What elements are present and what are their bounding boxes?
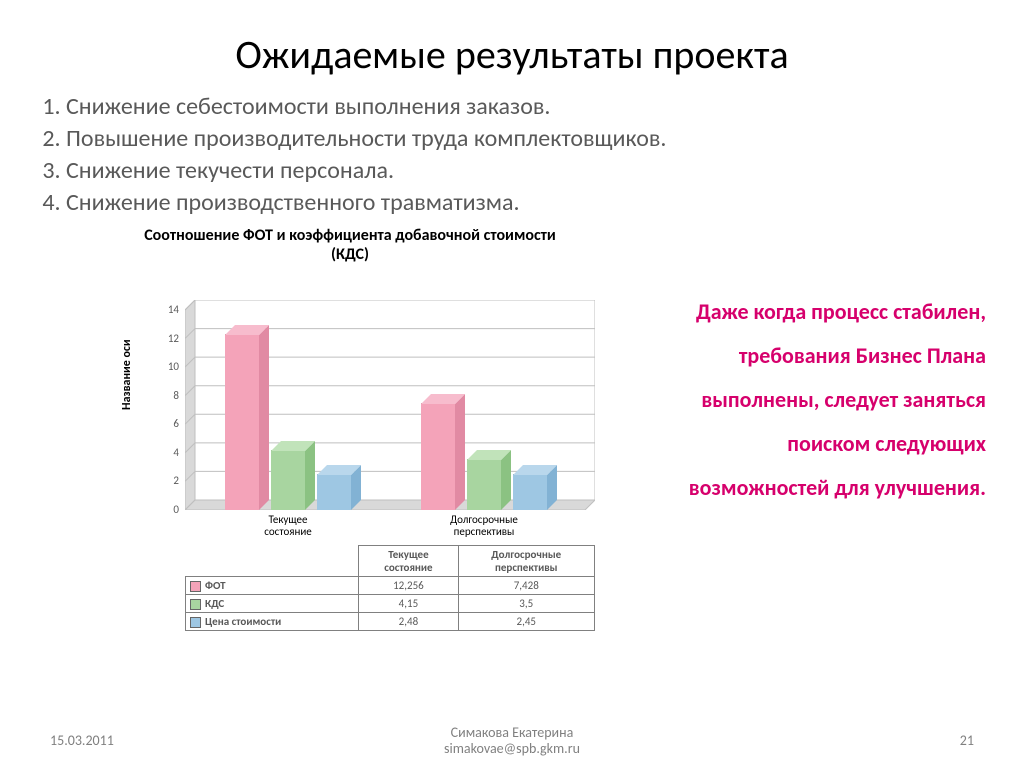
legend-swatch-icon xyxy=(190,581,201,592)
chart-bar xyxy=(513,475,547,510)
series-name-cell: Цена стоимости xyxy=(186,613,359,631)
table-cell: 2,48 xyxy=(359,613,458,631)
y-tick: 0 xyxy=(155,503,179,516)
series-name-cell: ФОТ xyxy=(186,577,359,595)
chart-bar xyxy=(225,335,259,510)
table-row: КДС4,153,5 xyxy=(186,595,595,613)
legend-swatch-icon xyxy=(190,599,201,610)
chart-bar xyxy=(421,404,455,510)
y-tick: 14 xyxy=(155,303,179,316)
footer-author: Симакова Екатеринаsimakovae@spb.gkm.ru xyxy=(0,725,1024,757)
table-row: ФОТ12,2567,428 xyxy=(186,577,595,595)
chart-data-table: Текущеесостояние Долгосрочныеперспективы… xyxy=(185,545,595,631)
x-category-label: Текущеесостояние xyxy=(215,514,361,538)
slide: Ожидаемые результаты проекта Снижение се… xyxy=(0,0,1024,767)
y-tick: 2 xyxy=(155,474,179,487)
chart-title: Соотношение ФОТ и коэффициента добавочно… xyxy=(140,226,560,264)
table-cell: 7,428 xyxy=(458,577,594,595)
results-list: Снижение себестоимости выполнения заказо… xyxy=(22,92,982,220)
chart-plot: 02468101214ТекущеесостояниеДолгосрочныеп… xyxy=(185,300,595,510)
chart-bar xyxy=(467,460,501,510)
table-col-header: Долгосрочныеперспективы xyxy=(458,546,594,577)
table-col-header: Текущеесостояние xyxy=(359,546,458,577)
footer-page-number: 21 xyxy=(960,732,974,749)
table-cell: 2,45 xyxy=(458,613,594,631)
table-cell: 4,15 xyxy=(359,595,458,613)
y-axis-label: Название оси xyxy=(120,339,134,410)
list-item: Снижение текучести персонала. xyxy=(66,156,982,186)
y-tick: 6 xyxy=(155,417,179,430)
list-item: Повышение производительности труда компл… xyxy=(66,124,982,154)
y-tick: 4 xyxy=(155,446,179,459)
chart: Название оси 02468101214Текущеесостояние… xyxy=(130,300,630,660)
table-cell: 3,5 xyxy=(458,595,594,613)
table-cell: 12,256 xyxy=(359,577,458,595)
y-tick: 10 xyxy=(155,360,179,373)
y-tick: 12 xyxy=(155,332,179,345)
page-title: Ожидаемые результаты проекта xyxy=(0,30,1024,79)
legend-swatch-icon xyxy=(190,617,201,628)
callout-text: Даже когда процесс стабилен, требования … xyxy=(646,290,986,510)
chart-bar xyxy=(271,451,305,510)
list-item: Снижение производственного травматизма. xyxy=(66,188,982,218)
x-category-label: Долгосрочныеперспективы xyxy=(411,514,557,538)
series-name-cell: КДС xyxy=(186,595,359,613)
list-item: Снижение себестоимости выполнения заказо… xyxy=(66,92,982,122)
chart-bar xyxy=(317,475,351,510)
table-header-row: Текущеесостояние Долгосрочныеперспективы xyxy=(186,546,595,577)
y-tick: 8 xyxy=(155,389,179,402)
table-row: Цена стоимости2,482,45 xyxy=(186,613,595,631)
